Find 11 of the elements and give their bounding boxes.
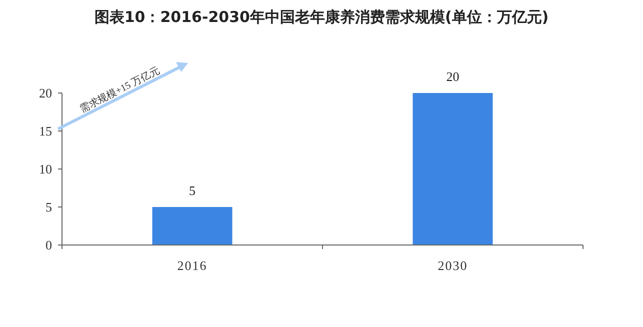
annotation: 需求规模+15 万亿元 xyxy=(78,64,162,116)
x-tick-label: 2030 xyxy=(438,258,468,273)
x-tick-label: 2016 xyxy=(177,258,208,273)
data-label: 20 xyxy=(446,69,460,84)
chart-title: 图表10：2016-2030年中国老年康养消费需求规模(单位：万亿元) xyxy=(94,8,549,26)
y-tick-label: 15 xyxy=(39,124,52,138)
y-tick-label: 10 xyxy=(39,162,52,176)
y-tick-label: 0 xyxy=(46,238,52,252)
y-tick-label: 20 xyxy=(39,86,52,100)
data-label: 5 xyxy=(189,183,196,198)
y-tick-label: 5 xyxy=(46,200,52,214)
